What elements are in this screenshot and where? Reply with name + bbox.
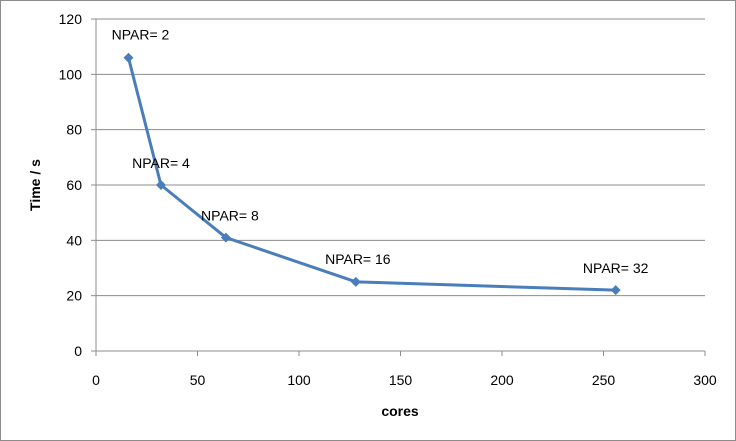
x-axis-title: cores xyxy=(381,403,419,419)
data-label: NPAR= 4 xyxy=(132,155,190,171)
y-tick-label: 20 xyxy=(66,288,82,304)
data-label: NPAR= 32 xyxy=(583,260,649,276)
y-tick-label: 100 xyxy=(59,66,83,82)
series-group: NPAR= 2 NPAR= 4 NPAR= 8 NPAR= 16 NPAR= 32 xyxy=(112,27,649,296)
y-tick-label: 40 xyxy=(66,232,82,248)
y-tick-label: 80 xyxy=(66,122,82,138)
data-label: NPAR= 2 xyxy=(112,27,170,43)
y-tick-label: 60 xyxy=(66,177,82,193)
data-label: NPAR= 16 xyxy=(325,251,391,267)
y-axis-title: Time / s xyxy=(27,159,43,211)
y-tick-label: 0 xyxy=(74,343,82,359)
data-point xyxy=(610,285,621,296)
data-point xyxy=(350,276,361,287)
x-tick-label: 200 xyxy=(490,372,514,388)
data-point xyxy=(220,232,231,243)
grid-lines xyxy=(96,18,705,297)
x-axis-ticks: 0 50 100 150 200 250 300 xyxy=(92,351,717,388)
x-tick-label: 0 xyxy=(92,372,100,388)
x-tick-label: 50 xyxy=(190,372,206,388)
x-tick-label: 150 xyxy=(389,372,413,388)
data-label: NPAR= 8 xyxy=(201,208,259,224)
x-tick-label: 250 xyxy=(592,372,616,388)
data-point xyxy=(155,180,166,190)
x-tick-label: 100 xyxy=(287,372,311,388)
y-axis-ticks: 0 20 40 60 80 100 120 xyxy=(59,11,96,359)
x-tick-label: 300 xyxy=(693,372,717,388)
data-point xyxy=(123,52,134,63)
y-tick-label: 120 xyxy=(59,11,83,27)
